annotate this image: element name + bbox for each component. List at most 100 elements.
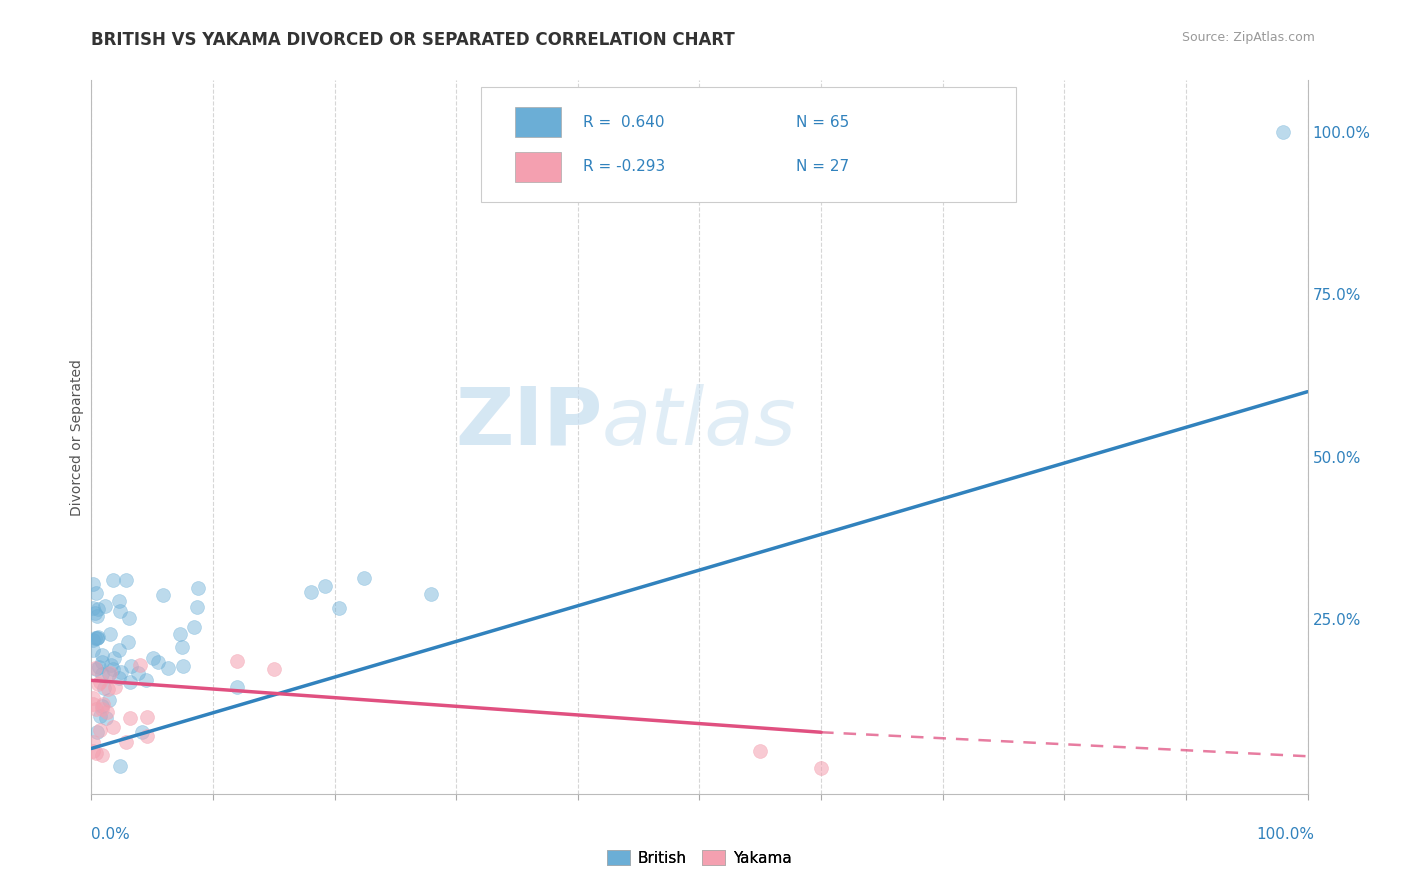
Text: N = 65: N = 65	[796, 115, 849, 130]
Point	[103, 650, 125, 665]
Point	[172, 658, 194, 673]
Point	[152, 588, 174, 602]
Point	[97, 682, 120, 697]
Point	[101, 661, 124, 675]
Point	[82, 601, 104, 615]
Point	[146, 655, 169, 669]
Point	[89, 709, 111, 723]
FancyBboxPatch shape	[515, 107, 561, 137]
Point	[82, 744, 104, 758]
Point	[87, 677, 110, 691]
Point	[108, 672, 131, 686]
Point	[90, 748, 112, 763]
Text: N = 27: N = 27	[796, 159, 849, 174]
Point	[89, 723, 111, 737]
Point	[91, 697, 114, 711]
Point	[225, 680, 247, 694]
Point	[82, 632, 104, 647]
Point	[170, 640, 193, 654]
Legend: British, Yakama: British, Yakama	[602, 844, 797, 871]
Point	[103, 720, 125, 734]
Point	[120, 711, 142, 725]
Point	[82, 691, 104, 706]
Point	[82, 735, 104, 749]
Point	[86, 701, 108, 715]
Text: R =  0.640: R = 0.640	[582, 115, 664, 130]
Point	[98, 666, 121, 681]
Point	[84, 585, 107, 599]
Point	[135, 673, 157, 687]
Point	[183, 620, 205, 634]
Point	[1272, 125, 1295, 139]
Point	[82, 697, 104, 711]
Point	[82, 577, 104, 591]
Point	[87, 659, 110, 673]
FancyBboxPatch shape	[515, 152, 561, 182]
Point	[94, 599, 117, 614]
Point	[83, 661, 105, 675]
Text: 100.0%: 100.0%	[1257, 827, 1315, 841]
Point	[136, 710, 159, 724]
Point	[86, 631, 108, 645]
Point	[749, 744, 772, 758]
Point	[93, 681, 115, 695]
Point	[169, 627, 191, 641]
Point	[91, 666, 114, 681]
Point	[108, 593, 131, 607]
Point	[115, 735, 138, 749]
Y-axis label: Divorced or Separated: Divorced or Separated	[70, 359, 84, 516]
Point	[110, 665, 132, 679]
Point	[107, 643, 129, 657]
Point	[89, 674, 111, 689]
Text: ZIP: ZIP	[456, 384, 602, 462]
Point	[86, 725, 108, 739]
Point	[120, 659, 142, 673]
Point	[118, 611, 141, 625]
Point	[104, 680, 127, 694]
Point	[157, 661, 180, 675]
Point	[186, 600, 208, 615]
Point	[108, 758, 131, 772]
Text: Source: ZipAtlas.com: Source: ZipAtlas.com	[1181, 31, 1315, 45]
Point	[100, 657, 122, 672]
Point	[91, 655, 114, 669]
Point	[86, 632, 108, 646]
Point	[97, 693, 120, 707]
Point	[263, 662, 285, 676]
Point	[103, 574, 125, 588]
Point	[187, 581, 209, 595]
Point	[98, 627, 121, 641]
Point	[84, 662, 107, 676]
Point	[83, 631, 105, 645]
FancyBboxPatch shape	[481, 87, 1015, 202]
Point	[90, 648, 112, 663]
Point	[128, 657, 150, 672]
Point	[127, 665, 149, 680]
Point	[115, 573, 138, 587]
Point	[314, 579, 336, 593]
Point	[420, 586, 443, 600]
Point	[98, 665, 121, 680]
Text: BRITISH VS YAKAMA DIVORCED OR SEPARATED CORRELATION CHART: BRITISH VS YAKAMA DIVORCED OR SEPARATED …	[91, 31, 735, 49]
Point	[84, 746, 107, 760]
Point	[94, 710, 117, 724]
Point	[353, 571, 375, 585]
Point	[328, 600, 350, 615]
Text: 0.0%: 0.0%	[91, 827, 131, 841]
Point	[86, 602, 108, 616]
Point	[141, 650, 163, 665]
Point	[131, 725, 153, 739]
Point	[299, 585, 322, 599]
Point	[810, 761, 832, 775]
Point	[108, 604, 131, 618]
Point	[87, 630, 110, 644]
Point	[226, 654, 249, 668]
Point	[82, 643, 104, 657]
Text: atlas: atlas	[602, 384, 797, 462]
Point	[83, 606, 105, 620]
Point	[86, 609, 108, 624]
Point	[118, 674, 141, 689]
Point	[90, 698, 112, 713]
Text: R = -0.293: R = -0.293	[582, 159, 665, 174]
Point	[117, 634, 139, 648]
